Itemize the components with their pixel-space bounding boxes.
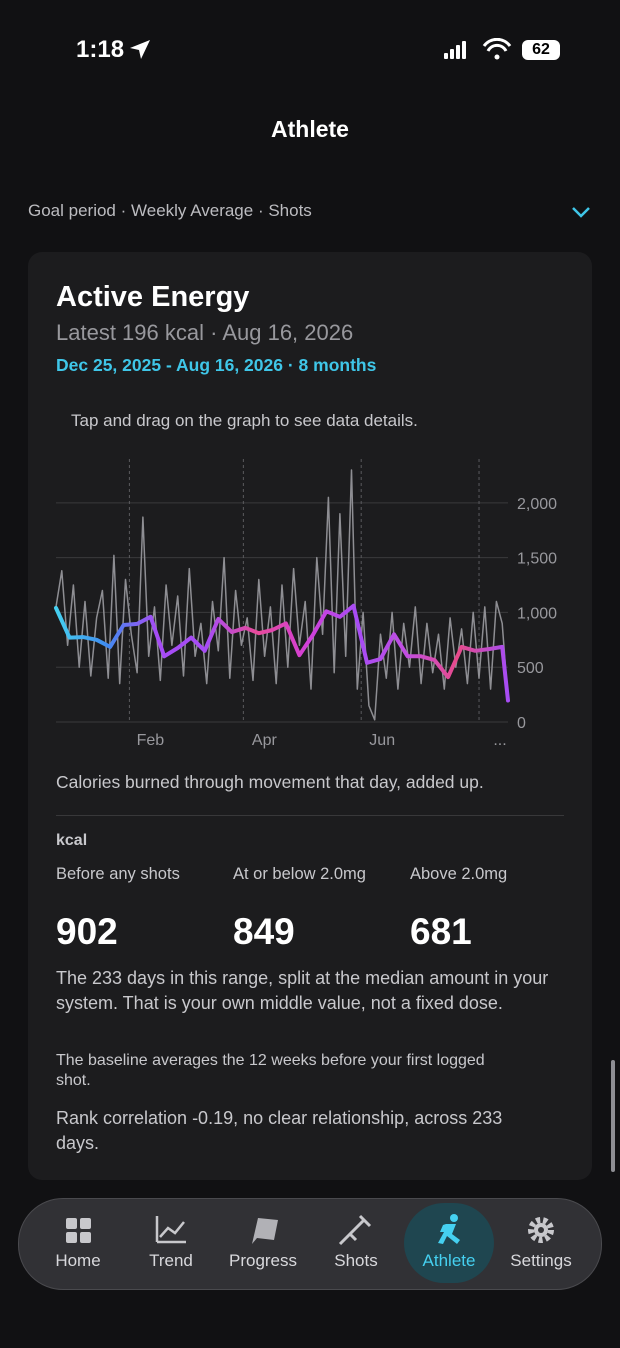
note: Rank correlation -0.19, no clear relatio… xyxy=(56,1108,503,1153)
y-tick-label: 1,500 xyxy=(517,551,557,568)
tab[interactable]: Shots xyxy=(334,1251,378,1270)
tab-icons xyxy=(66,1214,554,1246)
y-tick-label: 1,000 xyxy=(517,605,557,622)
note: The 233 days in this range, split at the… xyxy=(56,968,549,1013)
tab[interactable]: Progress xyxy=(228,1251,298,1270)
location-icon xyxy=(130,40,150,59)
scrollbar xyxy=(611,1060,615,1172)
y-tick-label: 500 xyxy=(517,660,544,677)
group-value: 681 xyxy=(410,911,472,952)
note: The baseline averages the 12 weeks befor… xyxy=(56,1052,485,1089)
status-time: 1:18 xyxy=(76,36,125,63)
group-value: 849 xyxy=(233,911,295,952)
group-label: Above 2.0mg xyxy=(410,865,508,883)
tab[interactable]: Home xyxy=(55,1251,101,1270)
latest: Latest 196 kcal · Aug 16, 2026 xyxy=(56,320,354,345)
x-tick-label: Apr xyxy=(252,732,278,749)
line xyxy=(54,603,510,703)
x-tick-label: ... xyxy=(493,732,506,749)
range: Dec 25, 2025 - Aug 16, 2026 · 8 months xyxy=(56,355,377,375)
tab-bar xyxy=(18,1198,602,1290)
unit: kcal xyxy=(56,832,88,849)
nav-title: Athlete xyxy=(271,116,349,142)
tab[interactable]: Settings xyxy=(510,1251,572,1270)
filter-label[interactable]: Goal period · Weekly Average · Shots xyxy=(28,201,312,220)
card-title: Active Energy xyxy=(56,281,250,313)
group-label: Before any shots xyxy=(56,865,180,883)
divider xyxy=(56,815,564,816)
x-tick-label: Feb xyxy=(137,732,165,749)
x-tick-label: Jun xyxy=(369,732,395,749)
chevron[interactable] xyxy=(570,204,592,220)
chart: 0 500 1,000 1,500 2,000 Feb Apr Jun... xyxy=(54,459,557,749)
battery: 62 xyxy=(522,40,560,60)
y-tick-label: 0 xyxy=(517,715,526,732)
signal-wifi xyxy=(444,38,512,60)
tab[interactable]: Trend xyxy=(149,1251,193,1270)
card xyxy=(28,252,592,1180)
y-tick-label: 2,000 xyxy=(517,496,557,513)
line xyxy=(55,469,509,721)
group-value: 902 xyxy=(56,911,118,952)
active-tab-bg xyxy=(404,1203,494,1283)
hint: Tap and drag on the graph to see data de… xyxy=(71,411,418,430)
caption: Calories burned through movement that da… xyxy=(56,772,484,792)
tab[interactable]: Athlete xyxy=(422,1251,476,1270)
group-label: At or below 2.0mg xyxy=(233,865,366,883)
